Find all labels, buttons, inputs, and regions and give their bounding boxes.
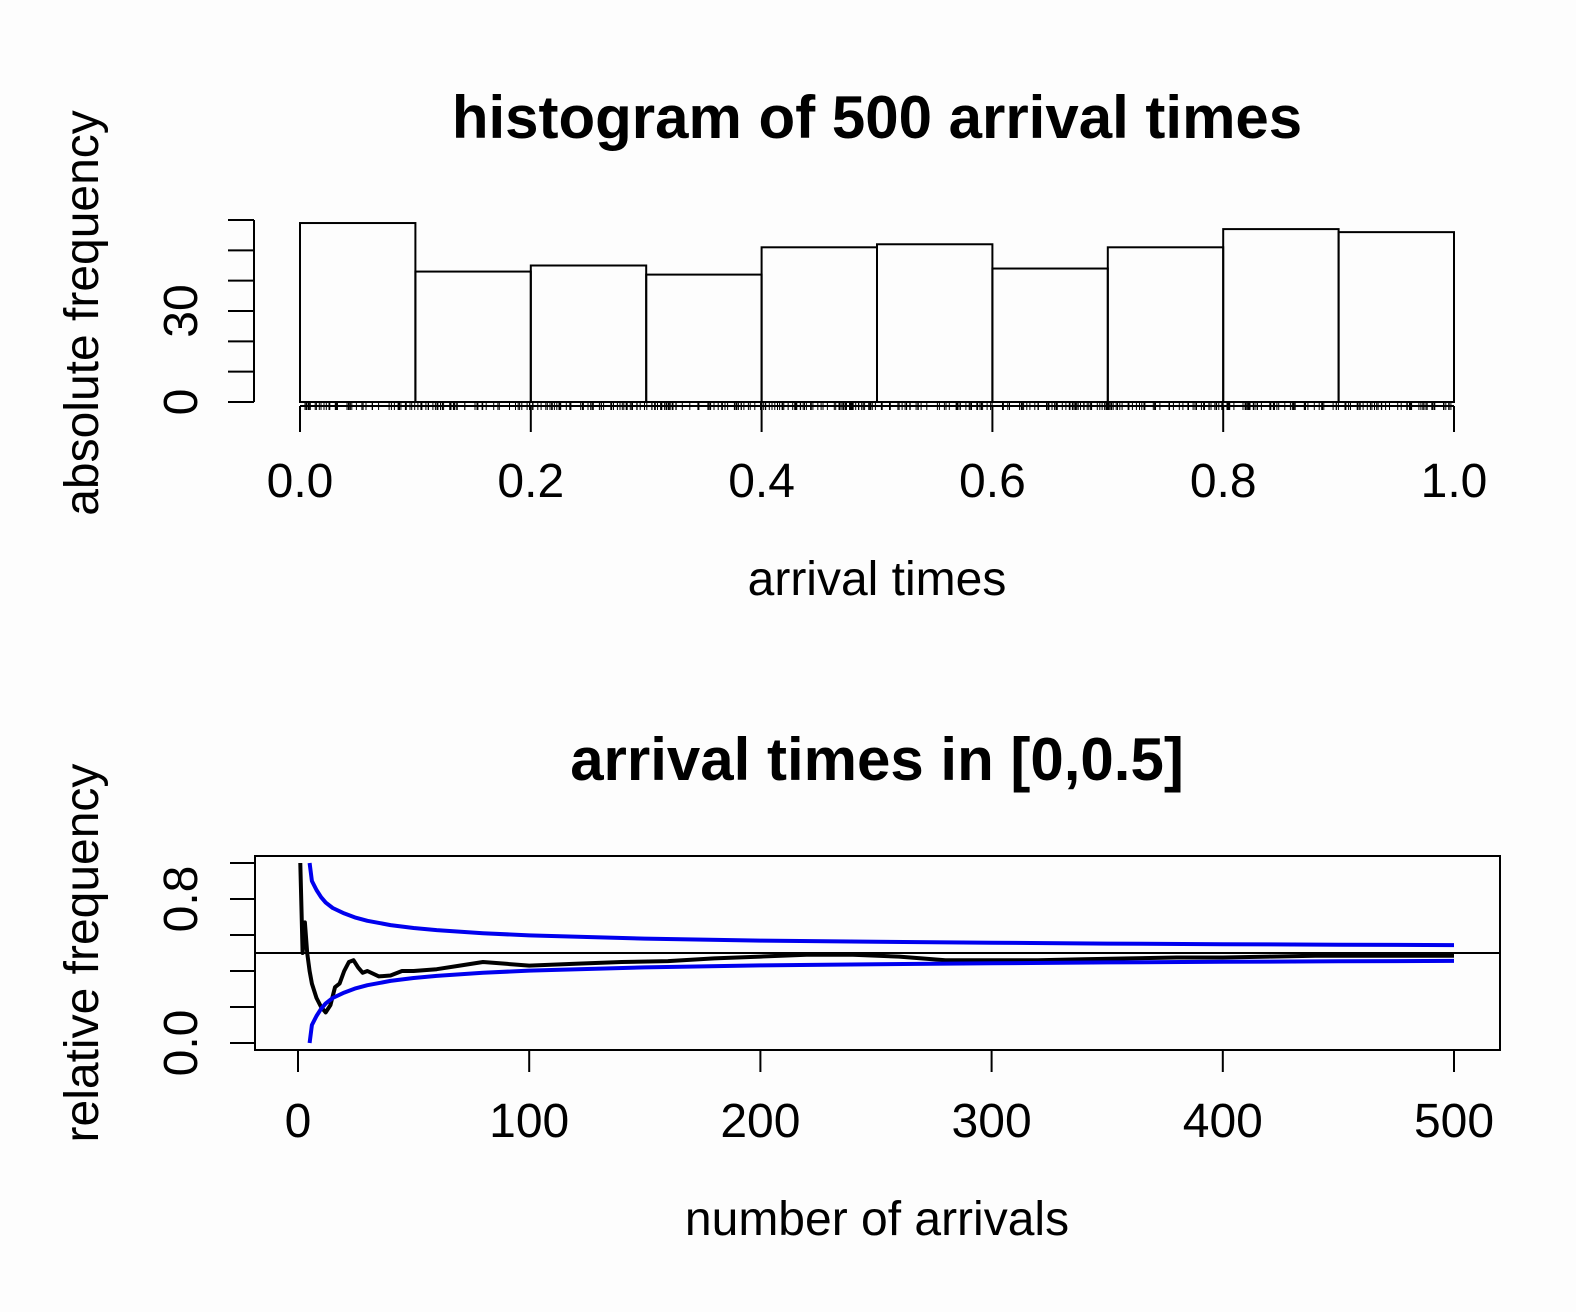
line-chart-x-tick-label: 300 [952,1095,1032,1148]
line-chart-y-tick-label: 0.8 [155,866,208,933]
histogram-bar [991,267,1109,403]
histogram-bar [299,222,417,403]
histogram-y-tick-label: 30 [155,284,208,337]
line-chart-x-tick-label: 400 [1183,1095,1263,1148]
line-chart-x-tick-label: 0 [285,1095,312,1148]
relative-frequency-line [298,862,1454,1015]
histogram-bar [1222,228,1340,403]
line-chart-y-tick-label: 0.0 [155,1010,208,1077]
line-chart-y-axis-label: relative frequency [56,764,109,1143]
histogram-y-axis: 0 30 [155,219,255,416]
histogram-title: histogram of 500 arrival times [452,84,1302,151]
line-chart-x-axis-label: number of arrivals [685,1193,1069,1246]
histogram-bar [876,243,994,403]
line-chart-y-axis: 0.0 0.8 [155,862,255,1077]
histogram-bar [760,246,878,403]
histogram-panel: histogram of 500 arrival times arrival t… [56,84,1487,606]
histogram-bar [529,264,648,403]
histogram-x-axis-label: arrival times [748,553,1007,606]
histogram-bar [1106,246,1225,403]
line-chart-x-tick-label: 200 [720,1095,800,1148]
line-chart-series [255,862,1500,1044]
histogram-y-axis-label: absolute frequency [56,110,109,516]
relative-frequency-panel: arrival times in [0,0.5] number of arriv… [56,726,1501,1246]
histogram-x-tick-label: 0.0 [267,455,334,508]
histogram-x-axis: 0.0 0.2 0.4 0.6 0.8 1.0 [267,405,1488,508]
histogram-y-tick-label: 0 [155,389,208,416]
histogram-x-tick-label: 0.4 [728,455,795,508]
histogram-x-tick-label: 1.0 [1421,455,1488,508]
histogram-x-tick-label: 0.8 [1190,455,1257,508]
histogram-bars [299,222,1455,404]
upper-bound-line [307,862,1455,948]
lower-bound-line [307,958,1455,1044]
histogram-bar [1337,231,1455,403]
line-chart-x-tick-label: 500 [1414,1095,1494,1148]
histogram-bar [645,273,763,404]
line-chart-x-axis: 0 100 200 300 400 500 [285,1050,1494,1148]
histogram-x-tick-label: 0.6 [959,455,1026,508]
histogram-bar [414,270,532,404]
histogram-x-tick-label: 0.2 [497,455,564,508]
line-chart-x-tick-label: 100 [489,1095,569,1148]
line-chart-title: arrival times in [0,0.5] [570,726,1184,793]
